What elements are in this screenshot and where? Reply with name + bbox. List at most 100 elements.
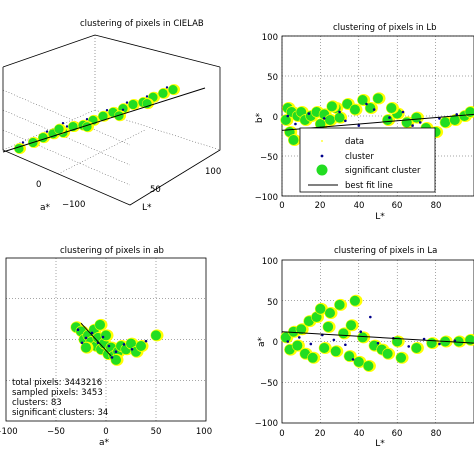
ab-cluster-point	[114, 350, 118, 354]
cielab-significant-cluster	[128, 99, 138, 110]
ab-x-ticks: −100 −50 0 50 100	[0, 427, 212, 437]
La-significant-cluster	[334, 299, 345, 310]
Lb-significant-cluster	[349, 104, 360, 115]
cielab-fit-line	[2, 87, 206, 153]
La-significant-cluster	[307, 352, 318, 363]
Lb-significant-cluster	[342, 99, 353, 109]
Lb-cluster-point	[294, 122, 297, 126]
cielab-points	[14, 84, 180, 155]
La-xtick-60: 60	[392, 429, 403, 439]
La-fit-line	[281, 331, 474, 344]
ab-significant-cluster	[101, 330, 111, 341]
ab-cluster-point	[122, 343, 126, 346]
Lb-cluster-point	[322, 117, 326, 120]
ab-xtick-m50: −50	[47, 427, 65, 437]
La-cluster-point	[376, 341, 380, 345]
panel-ab: clustering of pixels in ab total pixels:…	[0, 246, 212, 448]
La-significant-cluster	[338, 328, 349, 339]
cielab-a-tick-1: −100	[62, 200, 85, 210]
ab-xlabel: a*	[99, 438, 110, 448]
La-ytick-50: 50	[267, 298, 278, 308]
La-cluster-point	[438, 342, 441, 346]
Lb-cluster-point	[344, 119, 347, 123]
Lb-significant-cluster	[365, 103, 376, 113]
Lb-ytick-m100: −100	[255, 193, 278, 203]
cielab-cluster-point	[65, 125, 69, 128]
Lb-significant-cluster	[288, 135, 299, 145]
cielab-significant-cluster	[54, 124, 64, 134]
La-significant-cluster	[382, 348, 393, 359]
Lb-xtick-80: 80	[431, 201, 442, 211]
ab-cluster-point	[76, 328, 80, 332]
cielab-cluster-point	[145, 95, 149, 98]
cielab-xlabel: L*	[142, 203, 152, 213]
La-cluster-point	[359, 330, 363, 334]
cielab-cluster-point	[105, 109, 109, 112]
panel-Lb-title: clustering of pixels in Lb	[333, 23, 436, 33]
La-xtick-20: 20	[315, 429, 326, 439]
ab-cluster-point	[80, 341, 84, 345]
cielab-cluster-point	[45, 130, 49, 133]
Lb-significant-cluster	[449, 115, 460, 125]
ab-xtick-0: 0	[103, 427, 108, 437]
La-significant-cluster	[344, 351, 355, 362]
La-significant-cluster	[315, 303, 326, 314]
panel-La-title: clustering of pixels in La	[334, 246, 437, 256]
Lb-cluster-point	[372, 108, 376, 111]
ab-stats: total pixels: 3443216 sampled pixels: 34…	[12, 378, 108, 418]
Lb-legend-box	[299, 127, 436, 193]
Lb-xtick-40: 40	[354, 201, 365, 211]
Lb-xtick-60: 60	[392, 201, 403, 211]
La-cluster-point	[407, 345, 411, 348]
Lb-significant-cluster	[373, 93, 383, 104]
ab-xtick-m100: −100	[0, 427, 18, 437]
La-ylabel: a*	[257, 336, 267, 347]
ab-cluster-point	[107, 344, 111, 348]
Lb-significant-cluster	[280, 115, 291, 125]
cielab-significant-cluster	[114, 111, 124, 121]
cielab-L-tick-0: 50	[150, 185, 161, 195]
cielab-significant-cluster	[14, 143, 24, 154]
La-significant-cluster	[346, 320, 357, 331]
panel-cielab-title: clustering of pixels in CIELAB	[80, 19, 204, 29]
cielab-ylabel: a*	[40, 203, 51, 213]
La-cluster-point	[297, 336, 301, 339]
Lb-cluster-point	[411, 124, 414, 127]
La-significant-cluster	[280, 332, 291, 343]
Lb-significant-cluster	[326, 101, 337, 112]
La-cluster-point	[351, 358, 355, 361]
Lb-legend: data cluster significant cluster best fi…	[299, 127, 436, 193]
La-xtick-80: 80	[431, 429, 442, 439]
ab-significant-cluster	[151, 330, 161, 341]
La-grid	[282, 260, 474, 423]
ab-stat-clusters: clusters: 83	[12, 398, 62, 408]
cielab-significant-cluster	[98, 111, 108, 121]
panel-cielab-3d: clustering of pixels in CIELAB 0 −100 50…	[2, 19, 221, 213]
Lb-significant-cluster	[386, 103, 397, 113]
cielab-L-tick-1: 100	[205, 167, 221, 177]
Lb-cluster-point	[286, 114, 290, 118]
cielab-a-tick-0: 0	[36, 180, 41, 190]
La-cluster-point	[332, 338, 336, 342]
La-significant-cluster	[426, 338, 437, 349]
Lb-significant-cluster	[411, 112, 422, 123]
Lb-xtick-20: 20	[315, 201, 326, 211]
legend-significant-marker	[316, 164, 328, 176]
La-significant-cluster	[330, 346, 341, 357]
La-significant-cluster	[353, 356, 364, 367]
Lb-y-ticks: 100 50 0 −50 −100	[255, 33, 278, 203]
Lb-ylabel: b*	[255, 112, 265, 123]
legend-cluster-marker	[320, 154, 324, 158]
cielab-cluster-point	[61, 121, 65, 125]
ab-xtick-50: 50	[151, 427, 162, 437]
ab-points	[70, 318, 164, 366]
ab-cluster-point	[130, 347, 134, 351]
Lb-significant-cluster	[357, 95, 368, 105]
ab-cluster-point	[90, 331, 94, 335]
ab-xtick-100: 100	[196, 427, 212, 437]
La-axes-frame	[281, 259, 474, 424]
La-cluster-point	[453, 339, 457, 342]
La-significant-cluster	[311, 312, 322, 323]
Lb-cluster-point	[307, 112, 311, 115]
